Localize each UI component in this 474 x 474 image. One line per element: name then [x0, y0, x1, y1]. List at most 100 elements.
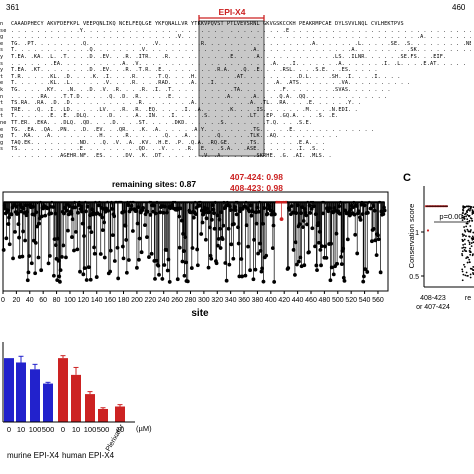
- lollipop-point: [7, 242, 12, 247]
- lollipop-point: [82, 266, 87, 271]
- lollipop-point: [130, 229, 135, 233]
- lollipop-point: [302, 263, 307, 268]
- panel-c-point-group2: [465, 257, 468, 260]
- lollipop-point: [23, 238, 27, 243]
- lollipop-point: [37, 221, 42, 226]
- lollipop-point: [351, 205, 356, 210]
- lollipop-point: [299, 211, 303, 216]
- alignment-row: TS.RA. .RA. .D. .D. . . . . . . . . . .R…: [11, 100, 362, 107]
- lollipop-point: [267, 204, 272, 209]
- panel-c-point-group2: [466, 222, 469, 225]
- alignment-row-label: g: [0, 139, 4, 146]
- bar-tick-label: 10: [72, 425, 80, 434]
- x-tick-label: 480: [319, 297, 331, 304]
- panel-c-point-group2: [462, 243, 465, 246]
- panel-c-point-group2: [461, 268, 464, 271]
- panel-c-point-group2: [471, 209, 474, 212]
- panel-c-point-group2: [469, 276, 472, 279]
- bar-tick-label: 0: [61, 425, 65, 434]
- alignment-row-labels: n se g e s y s y t e k n t s t ne e g g s: [0, 21, 10, 153]
- panel-c-point-group2: [463, 265, 466, 268]
- lollipop-point: [223, 261, 228, 265]
- lollipop-point: [319, 244, 324, 249]
- lollipop-point: [128, 207, 133, 212]
- bar: [58, 358, 68, 422]
- lollipop-point: [143, 223, 147, 228]
- lollipop-point: [358, 217, 363, 222]
- lollipop-point: [236, 241, 241, 246]
- lollipop-point: [262, 206, 267, 210]
- lollipop-point: [156, 263, 161, 268]
- lollipop-point: [153, 276, 157, 281]
- panel-c-point-group2: [462, 235, 464, 237]
- x-tick-label: 360: [238, 297, 250, 304]
- lollipop-point: [298, 255, 303, 260]
- group-label-murine: murine EPI-X4: [7, 451, 60, 460]
- panel-c-category-1-line1: 408-423: [420, 295, 446, 302]
- alignment-row: T. . . . . .E. .E. .DLQ. . . .D. . . .A.…: [11, 113, 339, 120]
- panel-c-point-group2: [463, 249, 466, 251]
- lollipop-point: [129, 203, 134, 208]
- alignment-row-label: t: [0, 113, 4, 120]
- bar-unit-label: (µM): [136, 424, 152, 433]
- lollipop-point: [256, 251, 261, 256]
- panel-c-point-group2: [461, 214, 464, 217]
- lollipop-point: [106, 208, 111, 213]
- lollipop-marks: [1, 200, 387, 284]
- panel-c-point-group2: [462, 207, 465, 209]
- alignment-highlight: [198, 15, 265, 157]
- lollipop-point: [264, 253, 269, 258]
- x-tick-label: 180: [118, 297, 130, 304]
- alignment-row-label: t: [0, 73, 4, 80]
- lollipop-point: [39, 214, 44, 219]
- lollipop-point: [27, 254, 32, 258]
- lollipop-point: [86, 265, 91, 270]
- lollipop-point: [374, 253, 379, 257]
- bar-tick-label: 10: [116, 425, 124, 434]
- panel-c-point-group2: [469, 273, 472, 276]
- lollipop-point: [115, 245, 120, 250]
- lollipop-point: [157, 272, 161, 277]
- panel-c-point-group2: [471, 213, 474, 215]
- group-label-human: human EPI-X4: [62, 451, 115, 460]
- lollipop-point: [372, 208, 377, 213]
- panel-c-point-group2: [465, 271, 468, 274]
- lollipop-point: [339, 254, 344, 259]
- lollipop-point: [139, 250, 144, 255]
- alignment-row-label: s: [0, 60, 4, 67]
- panel-c-point-group2: [461, 240, 464, 242]
- panel-c-point-group2: [467, 274, 469, 277]
- lollipop-point: [373, 238, 378, 243]
- lollipop-point: [89, 230, 94, 235]
- x-tick-label: 160: [104, 297, 116, 304]
- lollipop-point: [85, 204, 90, 209]
- alignment-row-label: s: [0, 146, 4, 153]
- lollipop-point: [110, 233, 115, 238]
- panel-c-point-group2: [464, 230, 467, 233]
- panel-c-point-group2: [462, 216, 464, 219]
- panel-c-point-group2: [463, 263, 465, 266]
- lollipop-point: [120, 244, 125, 249]
- lollipop-point: [149, 251, 154, 256]
- lollipop-point: [88, 277, 93, 282]
- lollipop-point: [92, 245, 96, 250]
- lollipop-point: [342, 278, 347, 283]
- lollipop-point: [381, 212, 386, 216]
- lollipop-point: [293, 240, 298, 245]
- x-tick-label: 520: [345, 297, 357, 304]
- lollipop-point: [197, 203, 202, 208]
- lollipop-point: [253, 267, 258, 272]
- panel-c-point-group2: [464, 246, 467, 249]
- lollipop-point: [94, 275, 99, 279]
- panel-c-y-axis-label: Conservation score: [407, 204, 416, 269]
- lollipop-point: [214, 261, 219, 266]
- x-tick-label: 0: [1, 297, 5, 304]
- alignment-row: . . . . . . . .AGEHR.NF. .ES. . . .DV. .…: [11, 152, 332, 159]
- lollipop-point: [270, 246, 275, 251]
- lollipop-point: [108, 248, 113, 253]
- lollipop-point: [60, 255, 64, 259]
- lollipop-point: [21, 229, 25, 234]
- lollipop-point: [376, 237, 381, 242]
- lollipop-point: [216, 237, 221, 241]
- lollipop-point: [297, 222, 302, 227]
